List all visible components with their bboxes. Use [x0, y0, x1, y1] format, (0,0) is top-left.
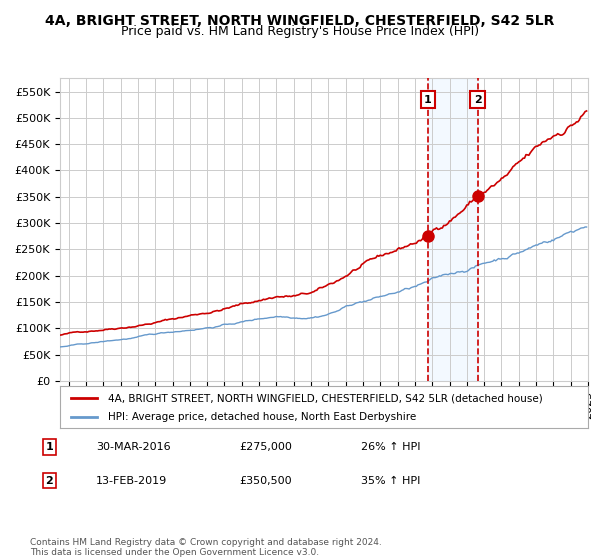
Text: Price paid vs. HM Land Registry's House Price Index (HPI): Price paid vs. HM Land Registry's House …: [121, 25, 479, 38]
Text: 35% ↑ HPI: 35% ↑ HPI: [361, 475, 421, 486]
Bar: [428, 78, 478, 381]
Text: 4A, BRIGHT STREET, NORTH WINGFIELD, CHESTERFIELD, S42 5LR (detached house): 4A, BRIGHT STREET, NORTH WINGFIELD, CHES…: [107, 393, 542, 403]
Text: 30-MAR-2016: 30-MAR-2016: [96, 442, 171, 452]
Text: £350,500: £350,500: [240, 475, 292, 486]
Text: 4A, BRIGHT STREET, NORTH WINGFIELD, CHESTERFIELD, S42 5LR: 4A, BRIGHT STREET, NORTH WINGFIELD, CHES…: [46, 14, 554, 28]
Text: 13-FEB-2019: 13-FEB-2019: [96, 475, 167, 486]
Text: HPI: Average price, detached house, North East Derbyshire: HPI: Average price, detached house, Nort…: [107, 412, 416, 422]
Text: 2: 2: [46, 475, 53, 486]
Text: 1: 1: [46, 442, 53, 452]
Text: Contains HM Land Registry data © Crown copyright and database right 2024.
This d: Contains HM Land Registry data © Crown c…: [30, 538, 382, 557]
Text: 2: 2: [473, 95, 481, 105]
Text: 1: 1: [424, 95, 431, 105]
Text: £275,000: £275,000: [240, 442, 293, 452]
Text: 26% ↑ HPI: 26% ↑ HPI: [361, 442, 421, 452]
